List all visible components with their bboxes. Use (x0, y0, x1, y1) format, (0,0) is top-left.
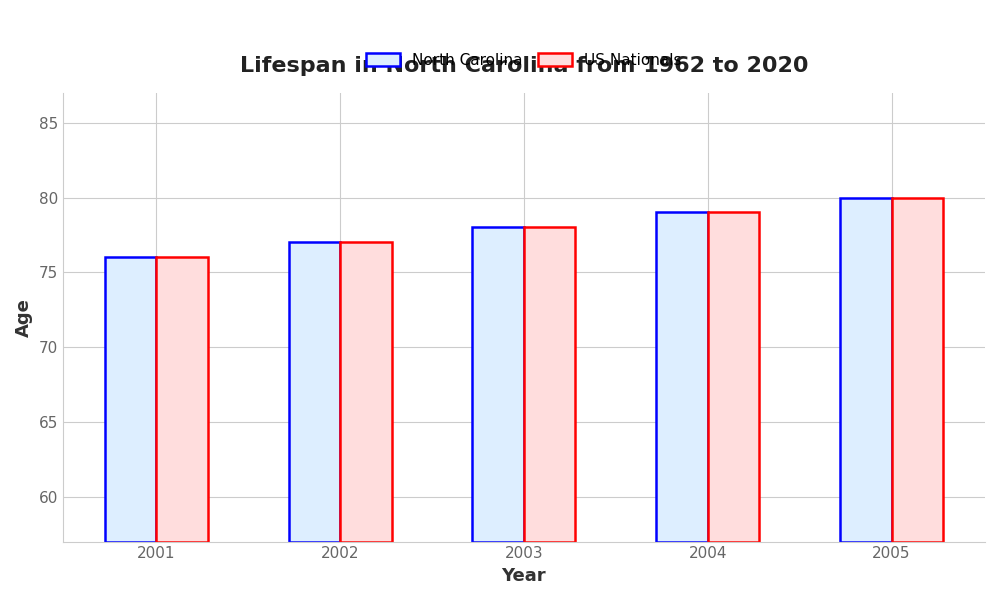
Y-axis label: Age: Age (15, 298, 33, 337)
Bar (840, 197, 892, 542)
Bar (340, 242, 392, 542)
Bar (472, 227, 524, 542)
Bar (656, 212, 708, 542)
Bar (289, 242, 340, 542)
Bar (156, 257, 208, 542)
Bar (105, 257, 156, 542)
Bar (892, 197, 943, 542)
Bar (708, 212, 759, 542)
Bar (524, 227, 575, 542)
Legend: North Carolina, US Nationals: North Carolina, US Nationals (360, 47, 687, 74)
X-axis label: Year: Year (502, 567, 546, 585)
Title: Lifespan in North Carolina from 1962 to 2020: Lifespan in North Carolina from 1962 to … (240, 56, 808, 76)
